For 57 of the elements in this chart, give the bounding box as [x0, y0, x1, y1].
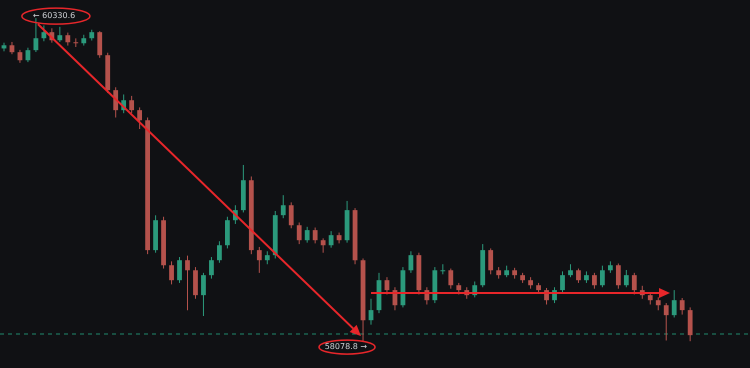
candlestick — [488, 248, 494, 275]
candlestick — [392, 286, 398, 311]
candlestick — [632, 272, 637, 295]
candlestick — [384, 276, 390, 295]
candlestick — [616, 263, 621, 290]
candlestick — [328, 230, 334, 248]
candlestick — [456, 282, 462, 295]
candlestick — [256, 246, 262, 274]
candlestick — [568, 264, 573, 278]
candlestick — [201, 272, 206, 317]
candlestick — [584, 270, 589, 284]
candlestick — [177, 256, 182, 284]
candlestick — [304, 226, 310, 244]
candlestick — [312, 227, 318, 244]
text: 58078.8 → — [324, 342, 368, 352]
annotation: ← 60330.6 — [32, 11, 76, 20]
candlestick — [280, 194, 286, 219]
candlestick — [81, 34, 86, 46]
candlestick — [528, 276, 533, 290]
candlestick — [576, 268, 581, 284]
candlestick — [89, 29, 94, 42]
candlestick — [97, 30, 102, 58]
candlestick — [209, 256, 214, 280]
candlestick — [536, 282, 541, 294]
candlestick — [137, 106, 142, 130]
candlestick — [440, 264, 446, 275]
candlestick — [296, 222, 302, 245]
candlestick — [560, 270, 565, 294]
candlestick — [65, 32, 70, 46]
candlestick — [608, 260, 613, 274]
candlestick — [448, 268, 454, 290]
candlestick — [336, 232, 342, 244]
candlestick — [592, 272, 597, 290]
candlestick — [26, 47, 30, 63]
candlestick — [664, 302, 669, 341]
candlestick — [368, 298, 374, 326]
candlestick — [648, 292, 653, 306]
candlestick — [129, 95, 134, 114]
candlestick — [41, 24, 46, 42]
candlestick — [264, 250, 270, 265]
candlestick — [34, 18, 38, 53]
candlestick — [320, 238, 326, 254]
candlestick — [288, 202, 294, 229]
candlestick — [672, 290, 677, 318]
candlestick — [600, 265, 605, 288]
candlestick — [57, 26, 62, 42]
candlestick — [185, 255, 190, 311]
candlestick — [18, 49, 22, 64]
candlestick — [656, 296, 661, 311]
candlestick — [217, 240, 222, 264]
candlestick — [408, 250, 414, 274]
candlestick — [512, 267, 518, 280]
candlestick — [520, 272, 525, 284]
candlestick — [169, 260, 174, 285]
candlestick — [680, 298, 685, 316]
candlestick — [624, 269, 629, 288]
candlestick — [10, 41, 14, 55]
